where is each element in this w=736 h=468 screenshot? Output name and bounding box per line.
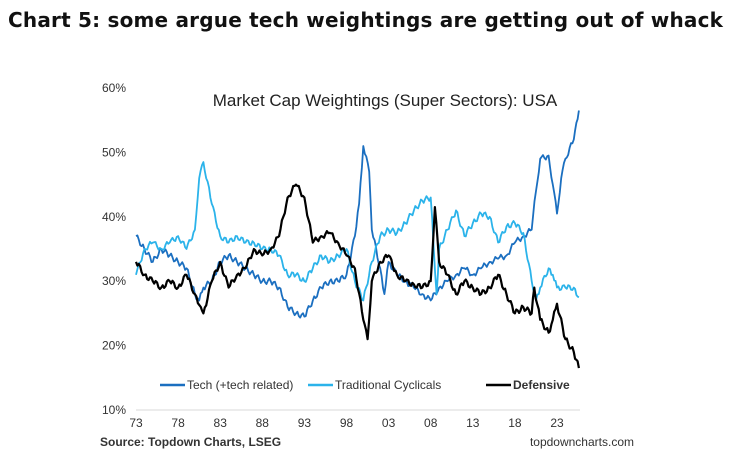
- x-tick-label: 18: [508, 416, 522, 430]
- y-tick-label: 60%: [102, 81, 126, 95]
- x-tick-label: 03: [382, 416, 396, 430]
- source-note: Source: Topdown Charts, LSEG: [100, 435, 281, 449]
- chart-heading: Chart 5: some argue tech weightings are …: [8, 8, 724, 32]
- x-tick-label: 13: [466, 416, 480, 430]
- x-tick-label: 23: [550, 416, 564, 430]
- x-tick-label: 93: [298, 416, 312, 430]
- x-tick-label: 78: [171, 416, 185, 430]
- x-tick-label: 08: [424, 416, 438, 430]
- y-tick-label: 50%: [102, 145, 126, 159]
- x-tick-label: 88: [256, 416, 270, 430]
- y-tick-label: 30%: [102, 274, 126, 288]
- legend-label: Tech (+tech related): [187, 378, 293, 392]
- legend-label: Defensive: [513, 378, 570, 392]
- series-line-defensive: [134, 183, 580, 369]
- legend-label: Traditional Cyclicals: [335, 378, 441, 392]
- y-tick-label: 20%: [102, 339, 126, 353]
- x-tick-label: 73: [129, 416, 143, 430]
- chart-title: Market Cap Weightings (Super Sectors): U…: [213, 91, 558, 110]
- y-tick-label: 10%: [102, 403, 126, 417]
- y-tick-label: 40%: [102, 210, 126, 224]
- x-tick-label: 83: [214, 416, 228, 430]
- watermark: topdowncharts.com: [530, 435, 634, 449]
- x-tick-label: 98: [340, 416, 354, 430]
